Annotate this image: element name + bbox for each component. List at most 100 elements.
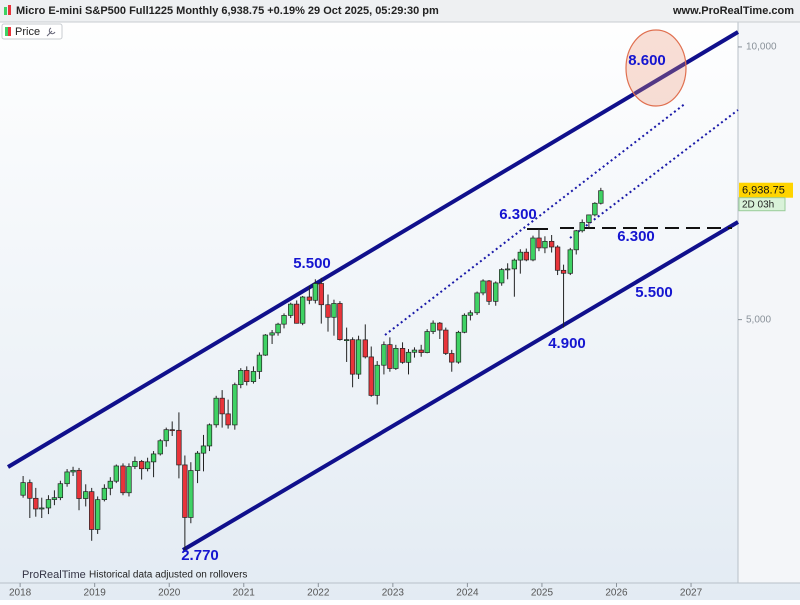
x-tick-label: 2023 xyxy=(382,588,405,599)
lower-channel-line xyxy=(181,220,740,552)
candle-body xyxy=(374,364,380,396)
legend-swatch xyxy=(8,27,11,36)
candle-body xyxy=(70,469,76,473)
candle-body xyxy=(430,322,436,332)
candle-body xyxy=(362,339,368,358)
candle-body xyxy=(325,304,331,318)
candle-body xyxy=(57,483,64,499)
candle-body xyxy=(449,353,455,363)
annotation: 5.500 xyxy=(635,284,673,301)
candle-body xyxy=(511,259,518,270)
candle-body xyxy=(39,507,45,510)
candle-body xyxy=(536,237,542,249)
annotation: 4.900 xyxy=(548,335,586,352)
candle-body xyxy=(586,214,592,223)
candle-body xyxy=(424,331,430,353)
last-price-box xyxy=(739,182,793,198)
header-bar xyxy=(0,0,800,22)
header-icon xyxy=(4,7,7,15)
candle-body xyxy=(461,314,468,333)
candle-body xyxy=(499,269,505,284)
candle-body xyxy=(232,384,238,426)
candle-body xyxy=(132,461,138,467)
candle-body xyxy=(89,491,95,530)
candle-body xyxy=(592,202,598,216)
candle-body xyxy=(188,470,194,518)
candle-body xyxy=(331,303,337,318)
candle-body xyxy=(343,339,350,341)
candle-body xyxy=(573,230,579,251)
candle-body xyxy=(213,397,219,426)
candle-body xyxy=(182,464,188,518)
x-tick-label: 2019 xyxy=(84,588,107,599)
candle-body xyxy=(306,296,313,301)
candle-body xyxy=(225,413,231,426)
countdown-label: 2D 03h xyxy=(742,199,774,210)
candle-body xyxy=(244,370,250,382)
candle-body xyxy=(45,499,52,509)
x-tick-label: 2021 xyxy=(233,588,256,599)
candle-body xyxy=(523,251,529,261)
candle-body xyxy=(300,296,306,324)
dotted-trend-line xyxy=(384,102,687,336)
candle-body xyxy=(579,222,585,232)
candle-body xyxy=(262,334,269,356)
target-ellipse xyxy=(625,29,687,107)
candle-body xyxy=(288,303,294,316)
x-tick-label: 2026 xyxy=(605,588,628,599)
candle-body xyxy=(480,280,486,294)
dotted-trend-line xyxy=(569,109,739,239)
candle-body xyxy=(113,465,119,482)
annotation: 2.770 xyxy=(181,547,219,564)
candle-body xyxy=(269,332,275,336)
x-tick-label: 2018 xyxy=(9,588,32,599)
candle-body xyxy=(542,240,548,249)
candle-body xyxy=(157,440,163,455)
candle-body xyxy=(250,371,257,382)
candle-body xyxy=(387,344,393,369)
candle-body xyxy=(418,349,424,353)
candle-body xyxy=(138,461,145,470)
candle-body xyxy=(443,329,449,354)
candle-body xyxy=(51,497,58,500)
x-tick-label: 2027 xyxy=(680,588,703,599)
candle-body xyxy=(20,482,26,496)
candle-body xyxy=(405,351,412,363)
annotation: 8.600 xyxy=(628,52,666,69)
candle-body xyxy=(337,303,343,340)
candle-body xyxy=(219,397,225,415)
candle-body xyxy=(281,315,287,325)
candle-body xyxy=(64,471,70,485)
candle-body xyxy=(368,356,374,396)
settings-icon[interactable] xyxy=(46,27,56,37)
source: www.ProRealTime.com xyxy=(672,5,794,17)
candle-body xyxy=(493,282,499,302)
overlay: 6,938.75 2D 03h 8.600 5.500 6.300 6.300 5.500 4… xyxy=(181,52,793,564)
price-axis-area xyxy=(738,22,800,583)
upper-channel-line xyxy=(6,30,740,469)
candle-body xyxy=(567,249,573,274)
footer-note: Historical data adjusted on rollovers xyxy=(89,570,247,581)
candle-body xyxy=(95,499,101,530)
candle-body xyxy=(33,497,39,510)
candle-body xyxy=(194,452,201,471)
candle-body xyxy=(554,246,561,271)
candle-body xyxy=(169,429,175,432)
candle-body xyxy=(455,331,462,363)
candle-body xyxy=(349,339,356,375)
candle-body xyxy=(163,429,169,442)
countdown-box xyxy=(738,197,786,212)
candle-body xyxy=(598,190,604,204)
candle-body xyxy=(318,283,324,306)
legend-box[interactable] xyxy=(1,23,63,40)
candle-body xyxy=(120,465,126,494)
candle-body xyxy=(548,240,555,248)
candle-body xyxy=(144,461,151,470)
chart-title: Micro E-mini S&P500 Full1225 Monthly 6,9… xyxy=(16,5,439,17)
candle-body xyxy=(411,349,418,353)
footer-brand: ProRealTime xyxy=(22,569,86,581)
legend-swatch xyxy=(5,27,8,36)
candle-body xyxy=(275,323,281,334)
